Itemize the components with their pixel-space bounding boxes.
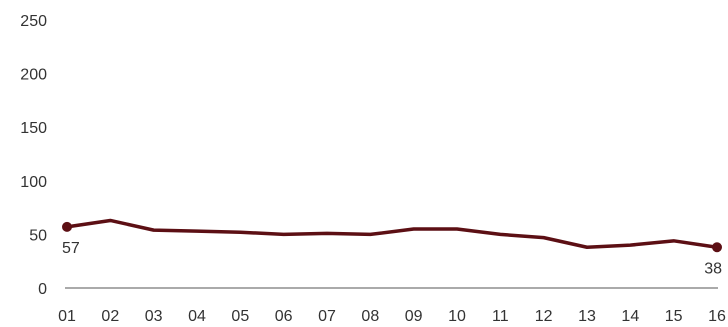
- x-tick-label: 15: [665, 308, 683, 325]
- y-tick-label: 0: [38, 281, 47, 298]
- x-tick-label: 06: [275, 308, 293, 325]
- x-tick-label: 14: [621, 308, 639, 325]
- x-tick-label: 09: [405, 308, 423, 325]
- x-axis-tick-labels: 01 02 03 04 05 06 07 08 09 10 11 12 13 14 15 16: [58, 308, 726, 325]
- x-tick-label: 10: [448, 308, 466, 325]
- y-tick-label: 150: [20, 120, 47, 137]
- x-tick-label: 01: [58, 308, 76, 325]
- y-axis-tick-labels: 0 50 100 150 200 250: [20, 13, 47, 298]
- x-tick-label: 07: [318, 308, 336, 325]
- y-tick-label: 250: [20, 13, 47, 30]
- x-tick-label: 02: [101, 308, 119, 325]
- x-tick-label: 11: [492, 308, 509, 325]
- x-tick-label: 04: [188, 308, 206, 325]
- x-tick-label: 16: [708, 308, 726, 325]
- data-labels: 57 38: [62, 240, 722, 277]
- x-tick-label: 12: [535, 308, 553, 325]
- y-tick-label: 200: [20, 67, 47, 84]
- x-tick-label: 13: [578, 308, 596, 325]
- series-line: [65, 218, 719, 250]
- series-markers: [62, 221, 722, 253]
- y-tick-label: 50: [29, 227, 47, 244]
- series-marker: [62, 221, 72, 232]
- data-label: 38: [704, 260, 722, 277]
- data-label: 57: [62, 240, 80, 257]
- y-tick-label: 100: [20, 174, 47, 191]
- x-tick-label: 05: [231, 308, 249, 325]
- series-marker: [712, 242, 722, 253]
- x-tick-label: 03: [145, 308, 163, 325]
- x-tick-label: 08: [361, 308, 379, 325]
